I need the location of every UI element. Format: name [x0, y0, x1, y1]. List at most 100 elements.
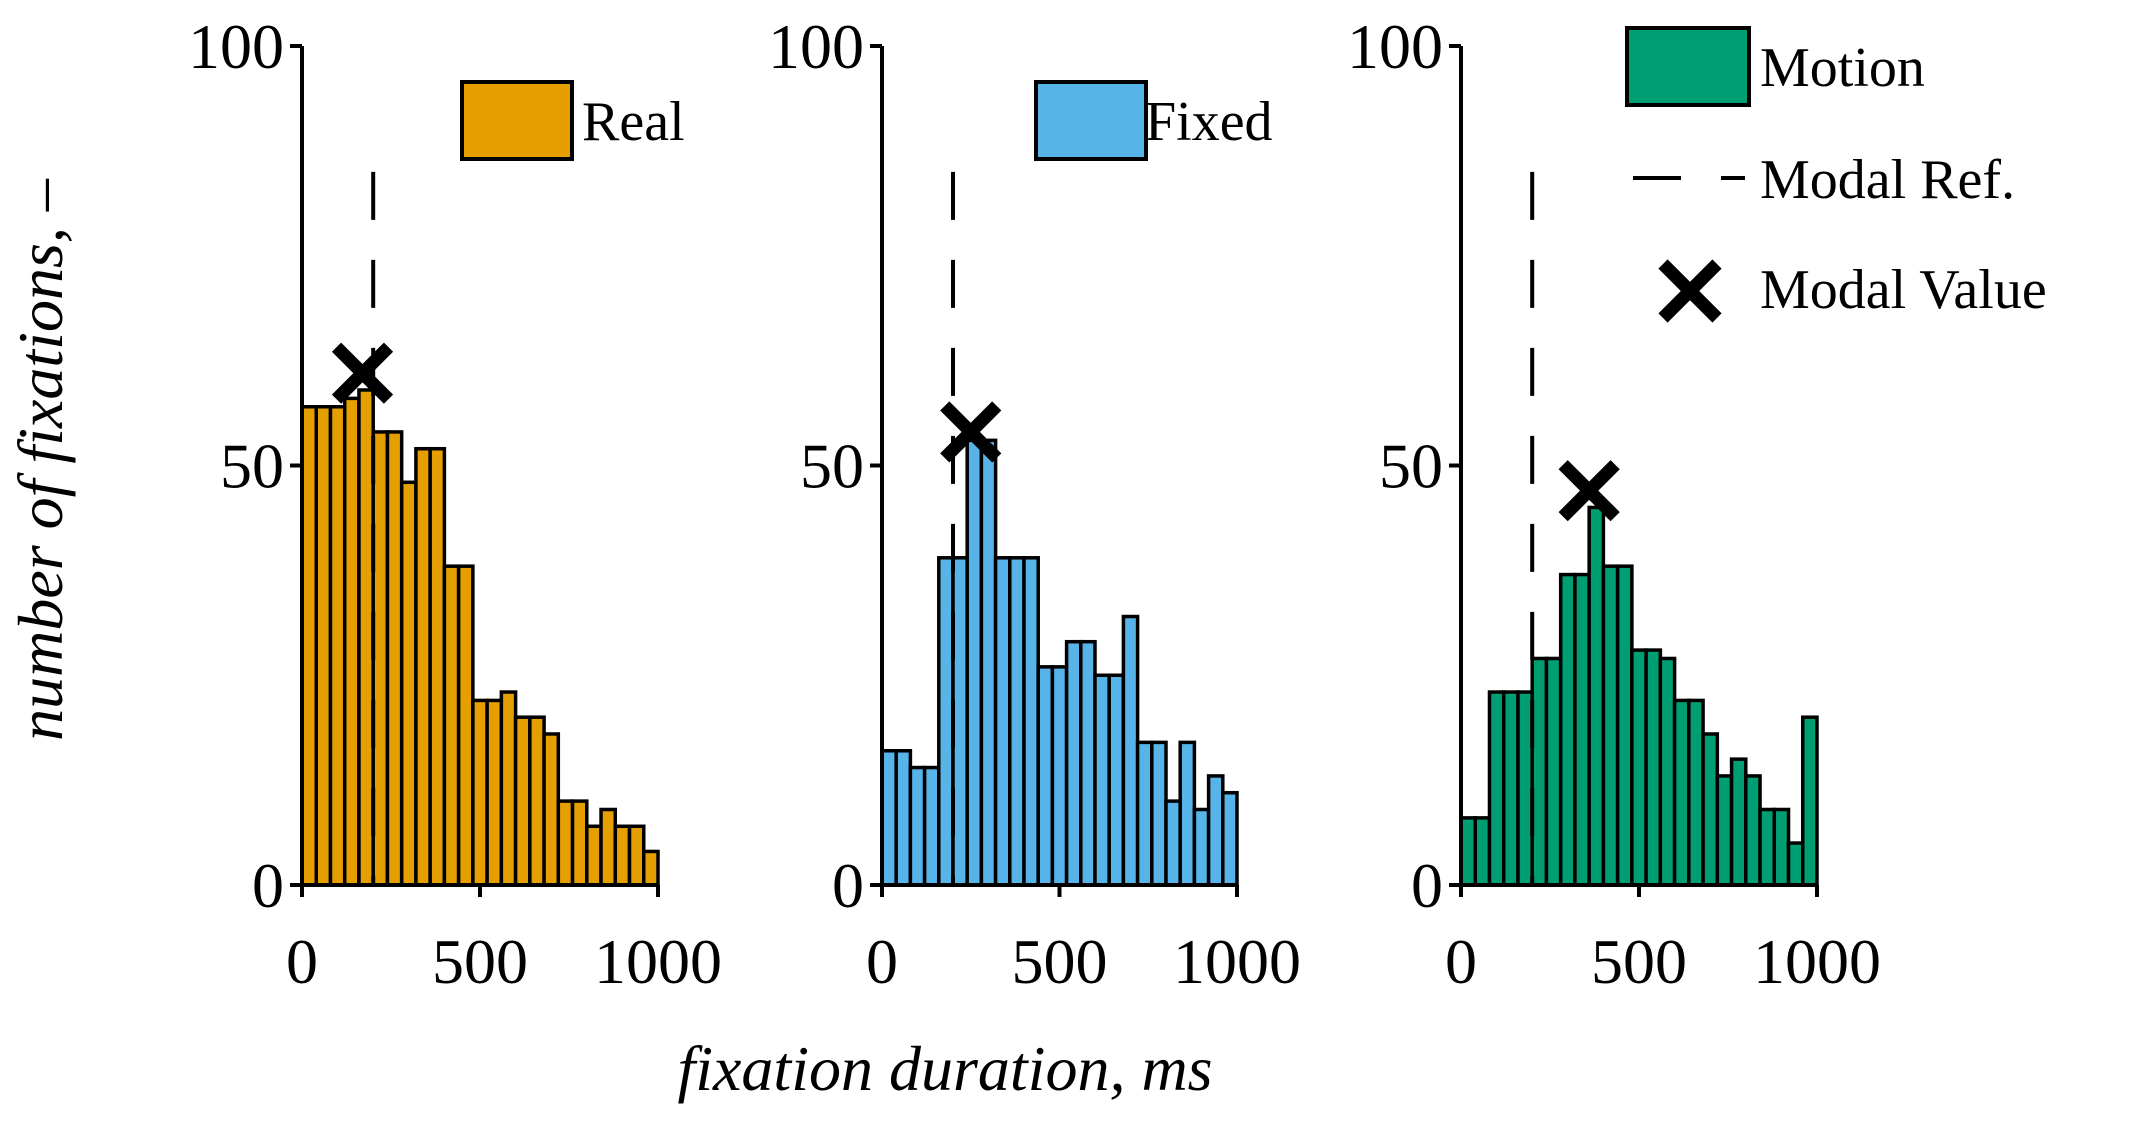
histogram-bar	[1601, 564, 1620, 887]
histogram-bar	[1192, 807, 1211, 887]
histogram-bar	[342, 396, 361, 887]
histogram-bar	[570, 799, 589, 887]
x-tick-label: 1000	[594, 926, 722, 997]
histogram-bar	[1164, 799, 1182, 887]
histogram-bar	[1473, 816, 1492, 887]
x-tick-label: 500	[1591, 926, 1687, 997]
histogram-bar	[1658, 656, 1677, 887]
histogram-bar	[1772, 807, 1791, 887]
histogram-bar	[428, 446, 447, 887]
legend-real: Real	[460, 80, 685, 161]
histogram-bar	[1630, 648, 1648, 887]
histogram-bar	[1701, 732, 1720, 887]
histogram-bar	[314, 405, 333, 887]
histogram-bar	[951, 556, 969, 887]
histogram-bar	[1079, 639, 1097, 887]
histogram-bar	[880, 749, 898, 887]
y-tick-label: 100	[768, 11, 864, 82]
histogram-bar	[357, 388, 375, 887]
histogram-bar	[585, 824, 603, 887]
histogram-bar	[471, 698, 489, 887]
modal-value-marker	[331, 342, 394, 404]
histogram-bar	[1022, 556, 1040, 887]
legend-swatch-fixed	[1034, 80, 1148, 161]
histogram-bar	[1615, 564, 1634, 887]
histogram-bar	[965, 438, 984, 887]
histogram-bar	[1672, 698, 1691, 887]
histogram-bar	[993, 556, 1012, 887]
modal-value-stroke	[1558, 460, 1620, 522]
histogram-bar	[1530, 656, 1549, 887]
histogram-bar	[1544, 656, 1563, 887]
histogram-bar	[456, 564, 475, 887]
histogram-bar	[599, 807, 618, 887]
legend-swatch-motion	[1625, 26, 1751, 107]
x-tick-label: 500	[1012, 926, 1108, 997]
y-tick-label: 50	[1379, 431, 1443, 502]
histogram-bar	[513, 715, 532, 887]
x-tick-label: 0	[1445, 926, 1477, 997]
legend-label-modal-value: Modal Value	[1760, 259, 2047, 321]
histogram-bar	[1206, 774, 1225, 887]
x-axis-label: fixation duration, ms	[677, 1033, 1212, 1104]
legend-label-motion: Motion	[1760, 37, 1925, 99]
histogram-bar	[499, 690, 518, 887]
modal-value-marker	[1558, 460, 1620, 522]
histogram-bar	[300, 405, 318, 887]
histogram-bar	[1801, 715, 1819, 887]
histogram-bar	[542, 732, 561, 887]
x-tick-label: 500	[432, 926, 528, 997]
histogram-bar	[1573, 572, 1591, 887]
histogram-bar	[1150, 740, 1168, 887]
histogram-bar	[1758, 807, 1777, 887]
x-tick-label: 0	[286, 926, 318, 997]
histogram-bar	[613, 824, 632, 887]
histogram-bar	[1135, 740, 1154, 887]
modal-value-marker	[940, 401, 1002, 463]
histogram-bar	[556, 799, 575, 887]
y-tick-label: 0	[1411, 850, 1443, 921]
legend-motion: Motion	[1625, 26, 1925, 107]
histogram-bar	[528, 715, 546, 887]
histogram-bar	[1644, 648, 1663, 887]
histogram-bar	[1008, 556, 1026, 887]
histogram-bar	[627, 824, 646, 887]
histogram-bar	[1064, 639, 1083, 887]
histogram-bar	[399, 480, 418, 887]
histogram-bar	[1587, 505, 1606, 887]
histogram-bar	[1107, 673, 1126, 887]
histogram-bar	[1221, 790, 1239, 887]
x-tick-label: 0	[866, 926, 898, 997]
modal-value-stroke	[331, 342, 394, 404]
y-tick-label: 0	[252, 850, 284, 921]
histogram-bar	[1050, 665, 1069, 887]
histogram-bar	[937, 556, 955, 887]
histogram-bar	[922, 765, 941, 887]
histogram-bar	[1036, 665, 1055, 887]
histogram-bar	[1786, 841, 1805, 887]
legend-modal-value: Modal Value	[1658, 259, 2047, 323]
histogram-bar	[1501, 690, 1520, 887]
histogram-bar	[1121, 614, 1140, 887]
legend-modal-value-marker	[1658, 259, 1722, 323]
legend-label-real: Real	[582, 91, 685, 153]
legend-modal-ref: Modal Ref.	[1633, 149, 2015, 211]
histogram-bar	[1178, 740, 1197, 887]
histogram-bar	[1687, 698, 1705, 887]
histogram-bar	[894, 749, 913, 887]
y-tick-label: 100	[1347, 11, 1443, 82]
y-tick-label: 0	[832, 850, 864, 921]
histogram-bar	[1729, 757, 1748, 887]
histogram-bar	[385, 430, 404, 887]
x-tick-label: 1000	[1753, 926, 1881, 997]
histogram-bar	[1744, 774, 1762, 887]
histogram-bar	[1516, 690, 1534, 887]
y-tick-label: 50	[800, 431, 864, 502]
histogram-bar	[642, 849, 660, 887]
histogram-bar	[1715, 774, 1734, 887]
y-tick-label: 50	[220, 431, 284, 502]
